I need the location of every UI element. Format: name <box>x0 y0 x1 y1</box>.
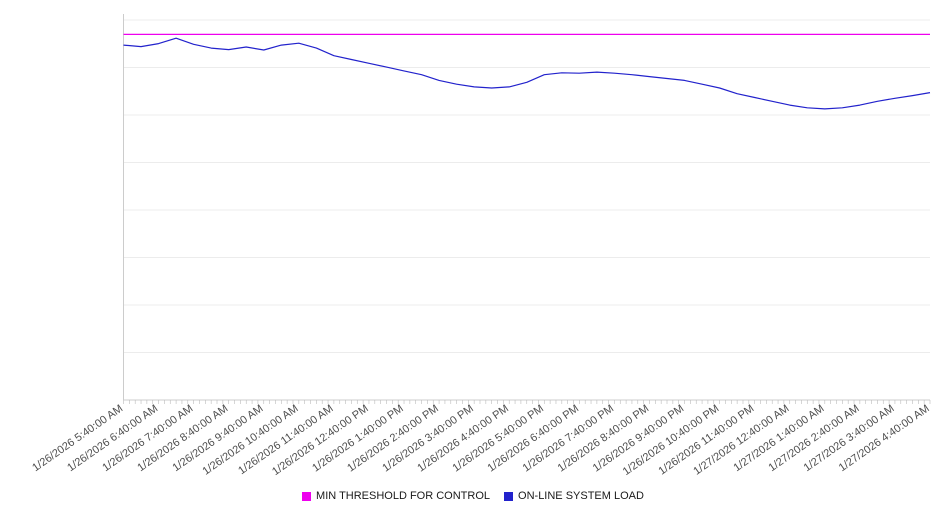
legend-label-online-system-load: ON-LINE SYSTEM LOAD <box>518 490 644 502</box>
online-system-load-swatch-icon <box>504 491 514 501</box>
chart-plot-area: 1/26/2026 5:40:00 AM1/26/2026 6:40:00 AM… <box>30 14 932 478</box>
series-line <box>123 37 931 110</box>
legend-label-min-threshold: MIN THRESHOLD FOR CONTROL <box>316 490 491 502</box>
legend-item-online-system-load: ON-LINE SYSTEM LOAD <box>504 490 644 502</box>
legend-item-min-threshold: MIN THRESHOLD FOR CONTROL <box>302 490 490 502</box>
chart-legend: MIN THRESHOLD FOR CONTROL ON-LINE SYSTEM… <box>0 490 946 520</box>
min-threshold-swatch-icon <box>302 491 312 501</box>
